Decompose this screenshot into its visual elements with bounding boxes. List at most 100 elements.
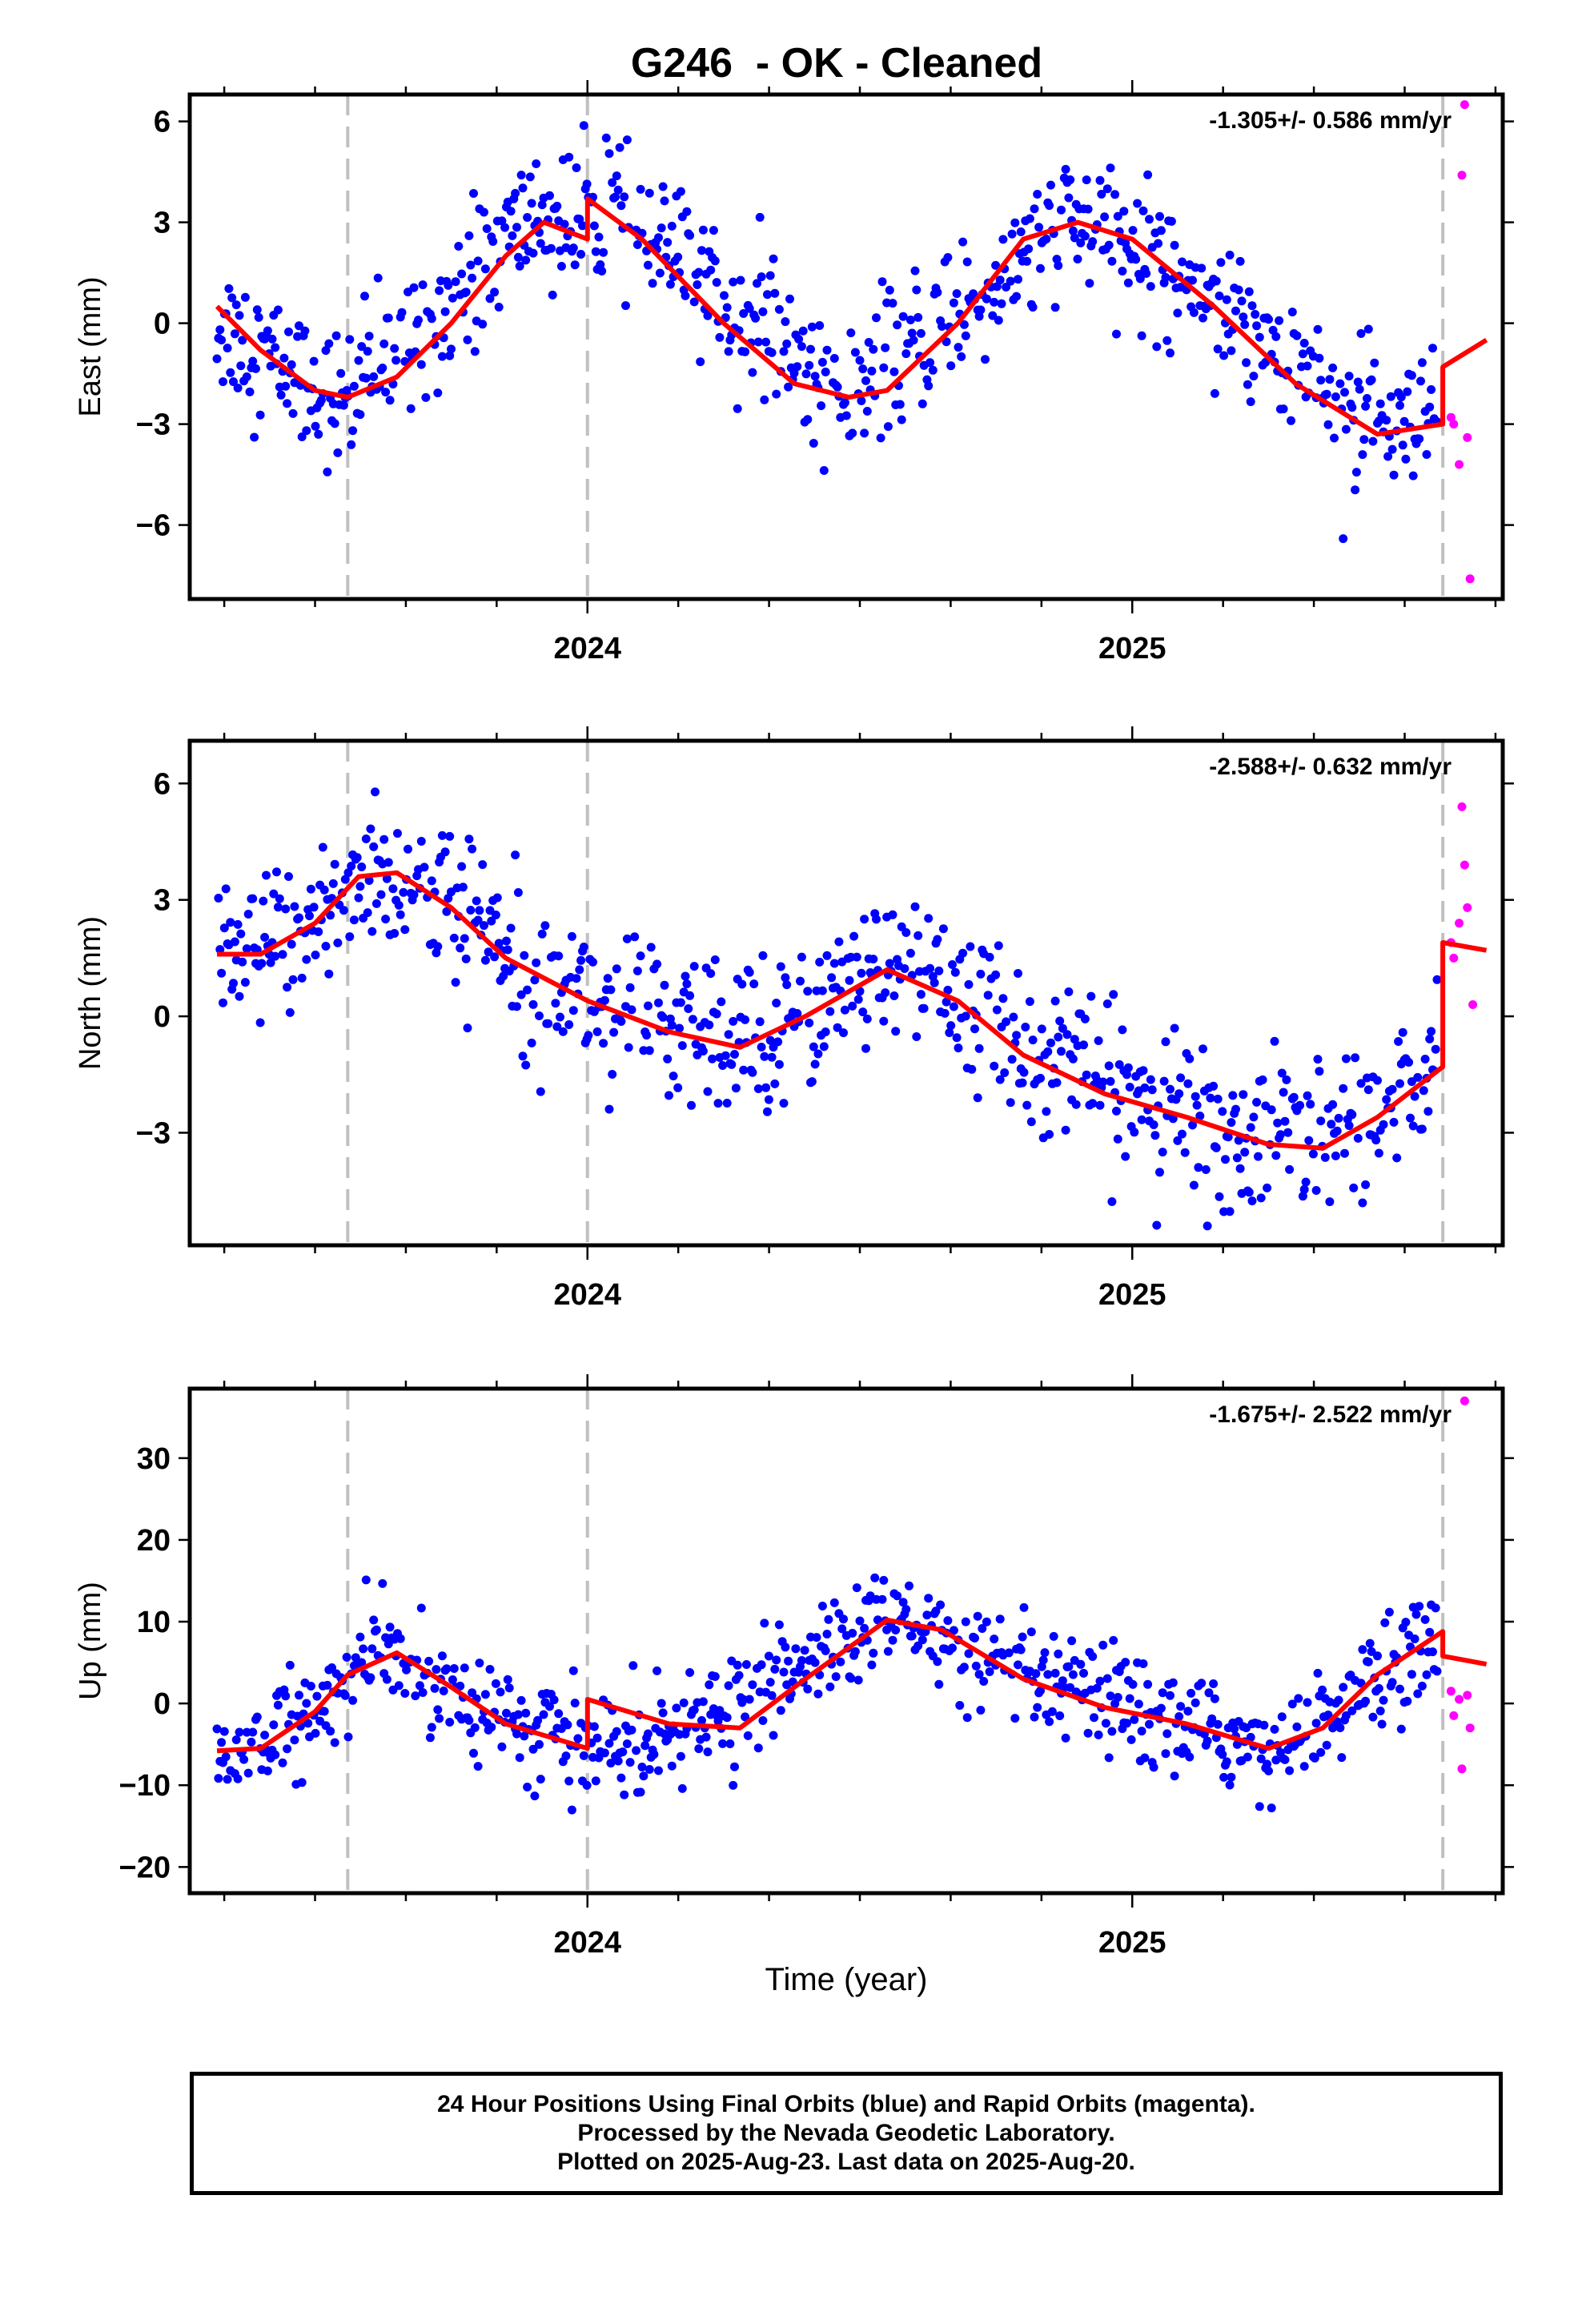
final-orbit-point [1277,1712,1287,1722]
final-orbit-point [817,401,826,411]
final-orbit-point [506,207,516,216]
final-orbit-point [961,1617,970,1626]
final-orbit-point [625,983,635,992]
final-orbit-point [601,133,611,143]
final-orbit-point [753,279,761,288]
rapid-orbit-point [1457,802,1467,811]
final-orbit-point [1215,292,1224,300]
final-orbit-point [877,1594,887,1604]
final-orbit-point [284,327,293,336]
final-orbit-point [1264,1766,1273,1775]
final-orbit-point [1090,1713,1098,1723]
final-orbit-point [1191,1698,1200,1707]
final-orbit-point [836,1657,845,1667]
final-orbit-point [667,221,677,231]
final-orbit-point [881,343,890,352]
final-orbit-point [1010,218,1020,227]
final-orbit-point [219,923,229,933]
final-orbit-point [888,1635,897,1645]
final-orbit-point [269,1720,279,1730]
final-orbit-point [812,1633,821,1642]
final-orbit-point [817,986,827,995]
final-orbit-point [1301,1177,1311,1187]
final-orbit-point [983,991,993,1000]
final-orbit-point [406,404,416,413]
final-orbit-point [554,1709,564,1719]
final-orbit-point [449,933,459,943]
final-orbit-point [675,1023,685,1033]
final-orbit-point [318,842,327,852]
final-orbit-point [689,962,699,971]
final-orbit-point [1215,1192,1224,1201]
final-orbit-point [1379,1695,1388,1705]
final-orbit-point [283,983,292,992]
final-orbit-point [916,328,926,338]
rapid-orbit-point [1465,574,1475,584]
final-orbit-point [784,382,793,392]
final-orbit-point [827,973,837,983]
final-orbit-point [512,1002,521,1011]
final-orbit-point [1152,1220,1162,1230]
final-orbit-point [1161,1749,1170,1759]
final-orbit-point [669,1072,678,1081]
final-orbit-point [1410,1092,1419,1101]
final-orbit-point [1061,1125,1070,1135]
final-orbit-point [1316,376,1326,385]
final-orbit-point [765,271,775,280]
final-orbit-point [230,329,239,339]
final-orbit-point [829,354,839,363]
final-orbit-point [1325,375,1335,384]
final-orbit-point [506,923,516,933]
y-tick-label: 10 [137,1606,171,1639]
final-orbit-point [933,935,942,944]
final-orbit-point [825,1682,835,1691]
final-orbit-point [348,426,358,436]
final-orbit-point [1199,1044,1207,1054]
final-orbit-point [1161,1037,1170,1047]
final-orbit-point [1040,1648,1050,1658]
final-orbit-point [990,297,999,307]
final-orbit-point [330,1738,339,1747]
final-orbit-point [604,1739,614,1748]
final-orbit-point [503,945,512,955]
velocity-rate-label: -1.675+/- 2.522 mm/yr [1209,1401,1452,1428]
final-orbit-point [1431,1603,1440,1613]
final-orbit-point [1045,1130,1054,1139]
rapid-orbit-point [1455,1695,1464,1704]
final-orbit-point [366,824,375,834]
final-orbit-point [677,1041,687,1051]
final-orbit-point [440,847,450,857]
final-orbit-point [563,1720,572,1730]
final-orbit-point [1012,1031,1022,1040]
final-orbit-point [1344,1121,1354,1130]
final-orbit-point [1045,201,1054,211]
final-orbit-point [1213,1094,1223,1104]
final-orbit-point [1420,1614,1430,1624]
final-orbit-point [457,269,467,279]
final-orbit-point [991,970,1001,979]
final-orbit-point [1174,1089,1184,1099]
final-orbit-point [1239,312,1248,322]
final-orbit-point [1222,295,1231,304]
final-orbit-point [502,1708,511,1718]
final-orbit-point [954,343,963,352]
final-orbit-point [400,1689,410,1698]
final-orbit-point [223,1775,232,1784]
final-orbit-point [1361,1180,1371,1189]
final-orbit-point [463,335,472,344]
final-orbit-point [1100,212,1110,222]
final-orbit-point [1382,1095,1391,1104]
final-orbit-point [1367,375,1376,384]
final-orbit-point [604,1104,614,1114]
final-orbit-point [1138,1659,1148,1668]
final-orbit-point [480,1690,490,1699]
final-orbit-point [371,787,379,797]
final-orbit-point [964,979,974,989]
final-orbit-point [502,936,511,946]
final-orbit-point [1047,1707,1057,1716]
final-orbit-point [819,466,829,475]
final-orbit-point [567,1805,576,1815]
final-orbit-point [433,388,443,398]
final-orbit-point [468,1688,477,1698]
final-orbit-point [437,1651,447,1661]
